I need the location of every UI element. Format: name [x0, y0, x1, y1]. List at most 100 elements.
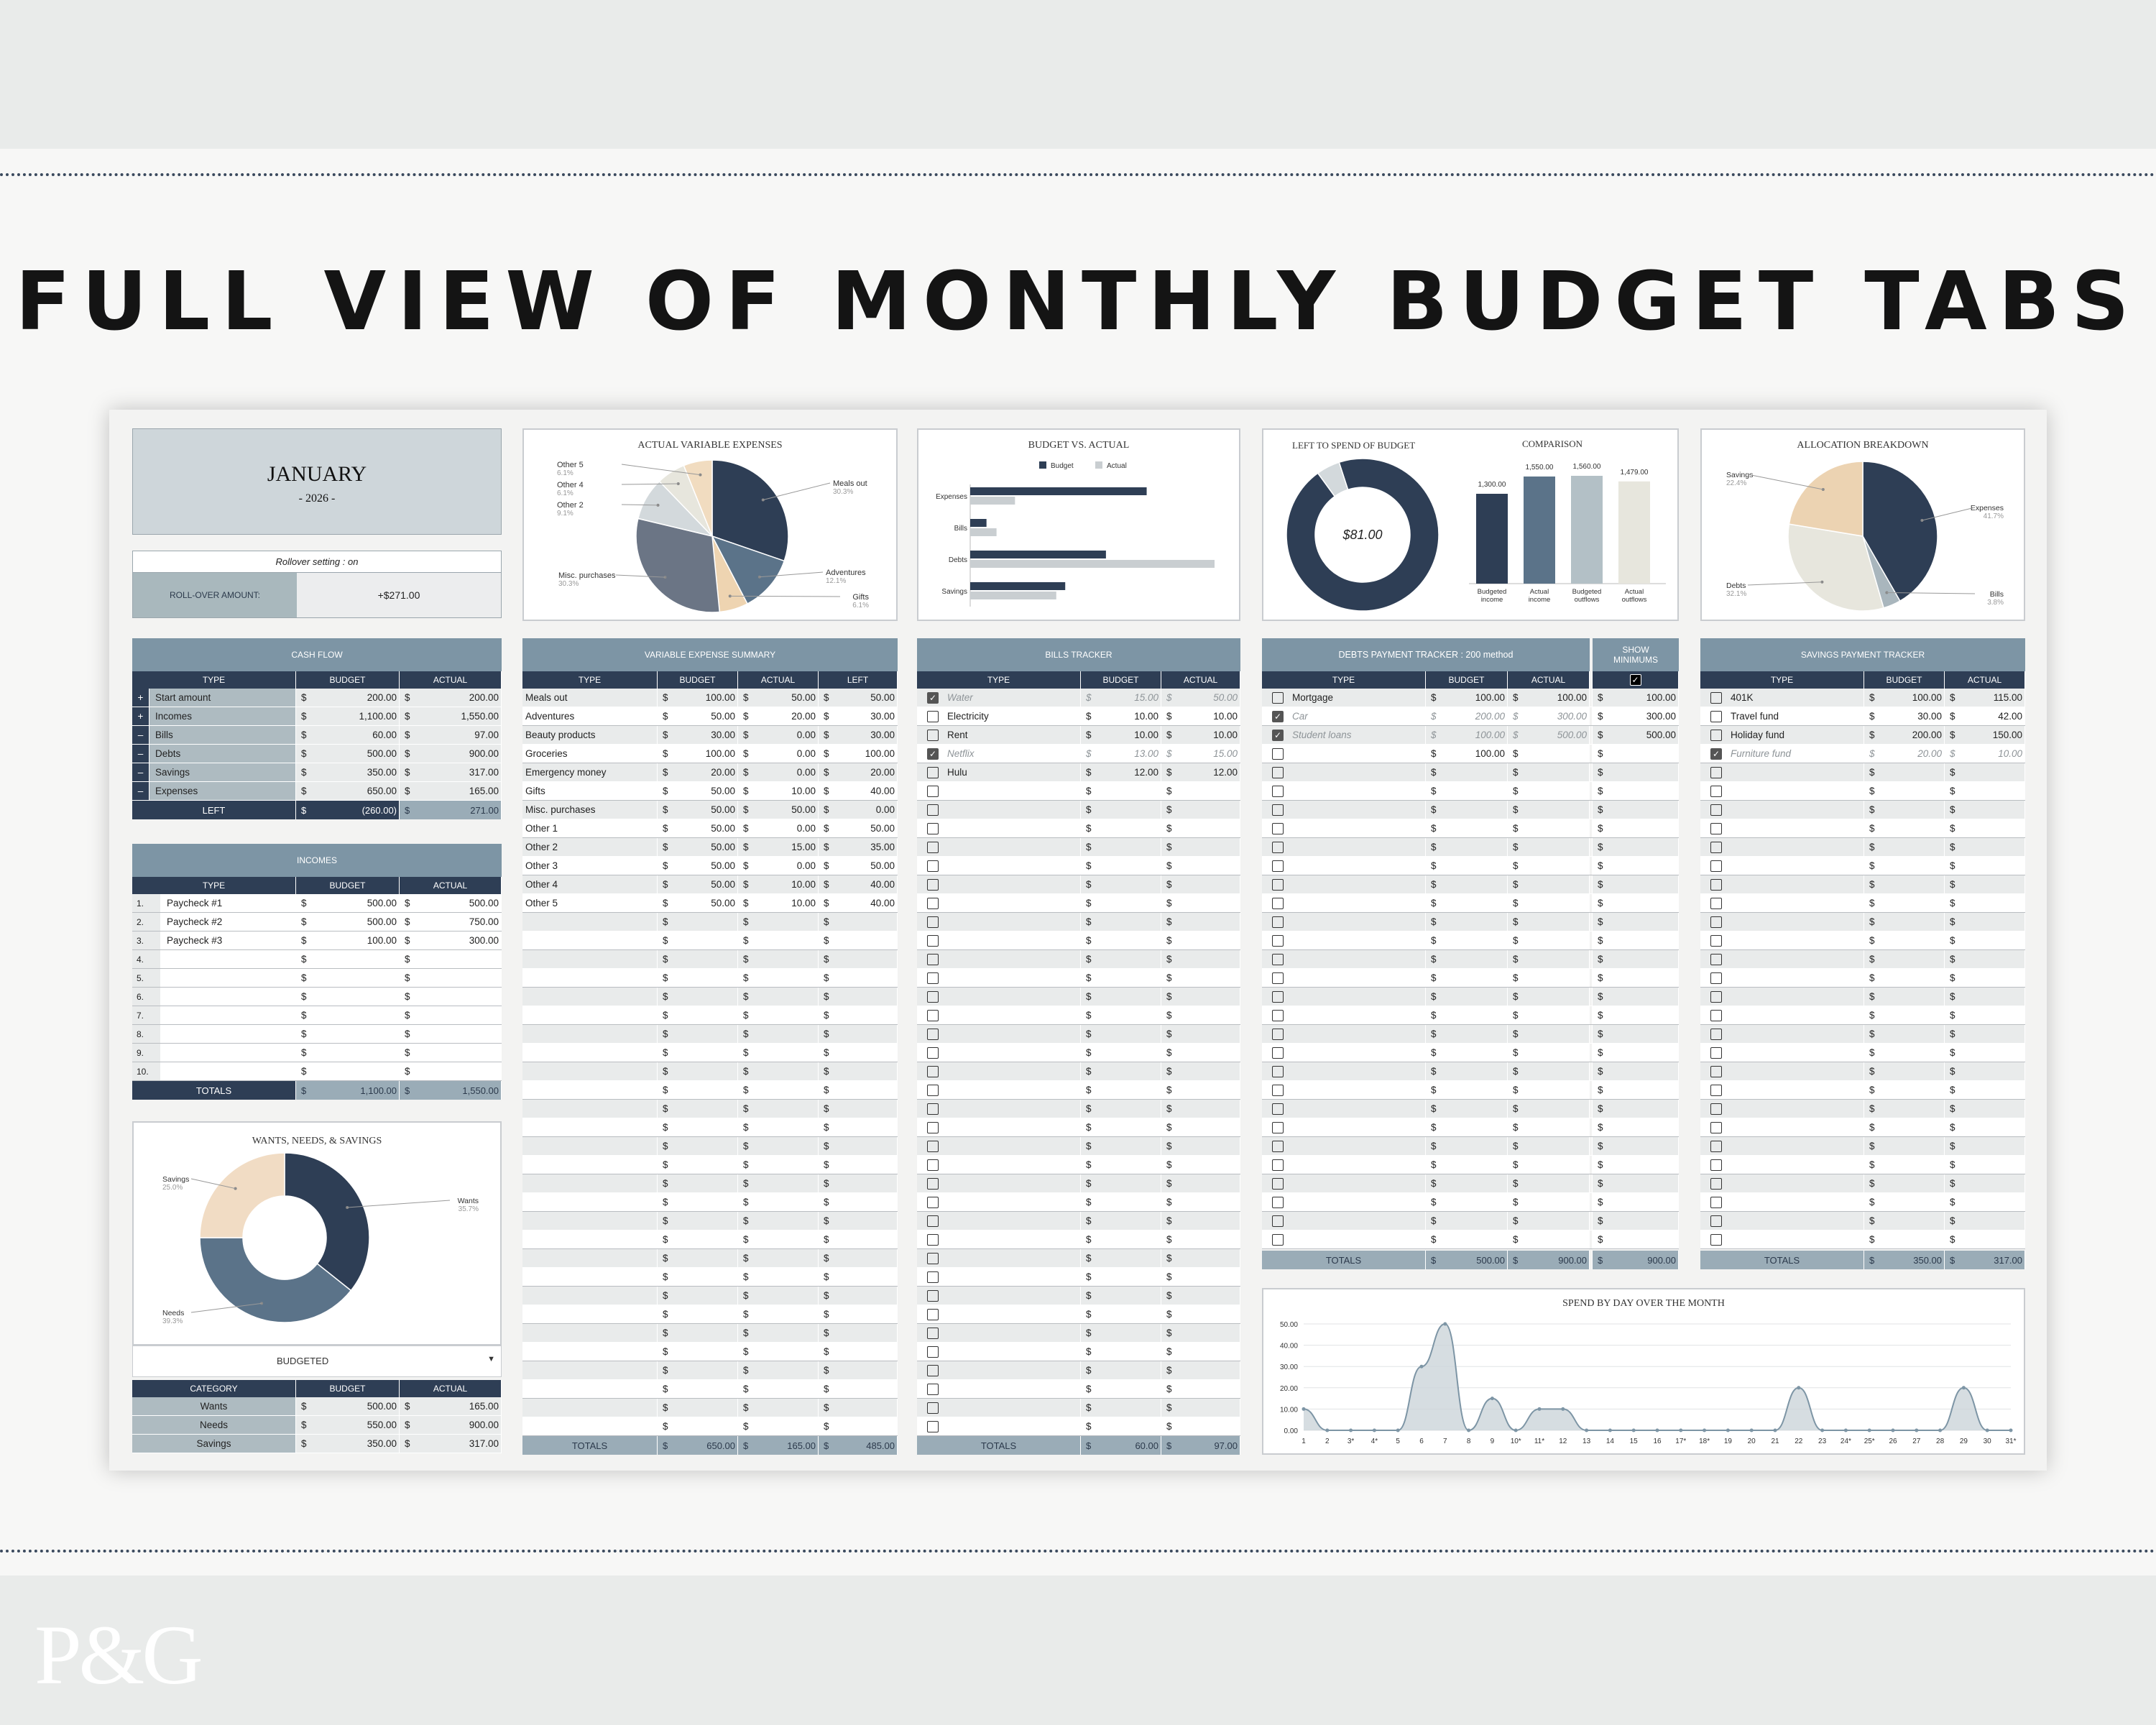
bill-paid-checkbox[interactable]: [927, 1046, 939, 1059]
type-cell[interactable]: [1700, 857, 1864, 875]
bill-paid-checkbox[interactable]: [927, 841, 939, 853]
bill-paid-checkbox[interactable]: [927, 1065, 939, 1077]
type-cell[interactable]: [917, 819, 1081, 837]
type-cell[interactable]: ✓ Water: [917, 689, 1081, 707]
type-cell[interactable]: Other 5: [522, 894, 658, 912]
type-cell[interactable]: [1700, 1081, 1864, 1099]
type-cell[interactable]: [1262, 1118, 1426, 1136]
type-cell[interactable]: [917, 1062, 1081, 1080]
type-cell[interactable]: Holiday fund: [1700, 726, 1864, 744]
savings-done-checkbox[interactable]: [1710, 729, 1722, 741]
debt-paid-checkbox[interactable]: [1272, 1140, 1284, 1152]
type-cell[interactable]: [917, 894, 1081, 912]
bill-paid-checkbox[interactable]: [927, 1196, 939, 1208]
debt-paid-checkbox[interactable]: [1272, 972, 1284, 984]
bill-paid-checkbox[interactable]: [927, 1159, 939, 1171]
type-cell[interactable]: [1262, 1100, 1426, 1118]
type-cell[interactable]: [917, 1006, 1081, 1024]
savings-done-checkbox[interactable]: [1710, 1028, 1722, 1040]
type-cell[interactable]: [1700, 1137, 1864, 1155]
type-cell[interactable]: Groceries: [522, 745, 658, 763]
type-cell[interactable]: ✓ Car: [1262, 707, 1426, 725]
debt-paid-checkbox[interactable]: [1272, 691, 1284, 704]
type-cell[interactable]: [917, 1305, 1081, 1323]
bill-paid-checkbox[interactable]: [927, 822, 939, 834]
type-cell[interactable]: Other 2: [522, 838, 658, 856]
type-cell[interactable]: [1700, 1118, 1864, 1136]
type-cell[interactable]: [1700, 1100, 1864, 1118]
bill-paid-checkbox[interactable]: [927, 878, 939, 891]
bill-paid-checkbox[interactable]: [927, 785, 939, 797]
type-cell[interactable]: [917, 1118, 1081, 1136]
bill-paid-checkbox[interactable]: [927, 1233, 939, 1246]
debt-paid-checkbox[interactable]: ✓: [1272, 729, 1284, 741]
type-cell[interactable]: [522, 950, 658, 968]
type-cell[interactable]: [522, 1100, 658, 1118]
type-cell[interactable]: Emergency money: [522, 763, 658, 781]
savings-done-checkbox[interactable]: [1710, 1215, 1722, 1227]
debt-paid-checkbox[interactable]: [1272, 1046, 1284, 1059]
bill-paid-checkbox[interactable]: [927, 729, 939, 741]
type-cell[interactable]: [522, 1006, 658, 1024]
type-cell[interactable]: [522, 932, 658, 949]
type-cell[interactable]: Paycheck #1: [161, 894, 296, 912]
type-cell[interactable]: [522, 1025, 658, 1043]
type-cell[interactable]: [917, 1174, 1081, 1192]
debt-paid-checkbox[interactable]: [1272, 1196, 1284, 1208]
type-cell[interactable]: [917, 1399, 1081, 1417]
bill-paid-checkbox[interactable]: [927, 1364, 939, 1376]
type-cell[interactable]: [1700, 1025, 1864, 1043]
savings-done-checkbox[interactable]: [1710, 953, 1722, 965]
type-cell[interactable]: Hulu: [917, 763, 1081, 781]
type-cell[interactable]: [522, 1268, 658, 1286]
rollover-setting[interactable]: Rollover setting : on: [133, 551, 501, 573]
type-cell[interactable]: Electricity: [917, 707, 1081, 725]
type-cell[interactable]: [161, 1062, 296, 1080]
type-cell[interactable]: [917, 1025, 1081, 1043]
debt-paid-checkbox[interactable]: [1272, 1159, 1284, 1171]
type-cell[interactable]: [161, 969, 296, 987]
type-cell[interactable]: [1700, 1044, 1864, 1062]
debt-paid-checkbox[interactable]: [1272, 953, 1284, 965]
debt-paid-checkbox[interactable]: [1272, 934, 1284, 947]
type-cell[interactable]: [522, 1305, 658, 1323]
type-cell[interactable]: Paycheck #3: [161, 932, 296, 949]
savings-done-checkbox[interactable]: [1710, 1177, 1722, 1190]
type-cell[interactable]: [522, 988, 658, 1006]
debt-paid-checkbox[interactable]: [1272, 1121, 1284, 1133]
savings-done-checkbox[interactable]: [1710, 1009, 1722, 1021]
type-cell[interactable]: [917, 838, 1081, 856]
type-cell[interactable]: Adventures: [522, 707, 658, 725]
debt-paid-checkbox[interactable]: [1272, 1177, 1284, 1190]
savings-done-checkbox[interactable]: [1710, 916, 1722, 928]
type-cell[interactable]: [522, 1380, 658, 1398]
type-cell[interactable]: [522, 1249, 658, 1267]
type-cell[interactable]: [917, 913, 1081, 931]
type-cell[interactable]: ✓ Furniture fund: [1700, 745, 1864, 763]
savings-done-checkbox[interactable]: ✓: [1710, 748, 1722, 760]
savings-done-checkbox[interactable]: [1710, 1121, 1722, 1133]
type-cell[interactable]: [1262, 875, 1426, 893]
savings-done-checkbox[interactable]: [1710, 897, 1722, 909]
type-cell[interactable]: 401K: [1700, 689, 1864, 707]
type-cell[interactable]: [1262, 932, 1426, 949]
type-cell[interactable]: [522, 1156, 658, 1174]
type-cell[interactable]: [917, 1343, 1081, 1361]
type-cell[interactable]: [1262, 1212, 1426, 1230]
debt-paid-checkbox[interactable]: [1272, 1233, 1284, 1246]
type-cell[interactable]: [161, 1044, 296, 1062]
debt-paid-checkbox[interactable]: [1272, 785, 1284, 797]
debt-paid-checkbox[interactable]: [1272, 1084, 1284, 1096]
bill-paid-checkbox[interactable]: [927, 804, 939, 816]
savings-done-checkbox[interactable]: [1710, 1233, 1722, 1246]
bill-paid-checkbox[interactable]: [927, 1009, 939, 1021]
bill-paid-checkbox[interactable]: [927, 953, 939, 965]
type-cell[interactable]: [522, 1081, 658, 1099]
type-cell[interactable]: [1700, 969, 1864, 987]
type-cell[interactable]: [917, 1230, 1081, 1248]
type-cell[interactable]: [1700, 894, 1864, 912]
savings-done-checkbox[interactable]: [1710, 1084, 1722, 1096]
bill-paid-checkbox[interactable]: [927, 1028, 939, 1040]
type-cell[interactable]: Other 3: [522, 857, 658, 875]
bill-paid-checkbox[interactable]: [927, 1289, 939, 1302]
